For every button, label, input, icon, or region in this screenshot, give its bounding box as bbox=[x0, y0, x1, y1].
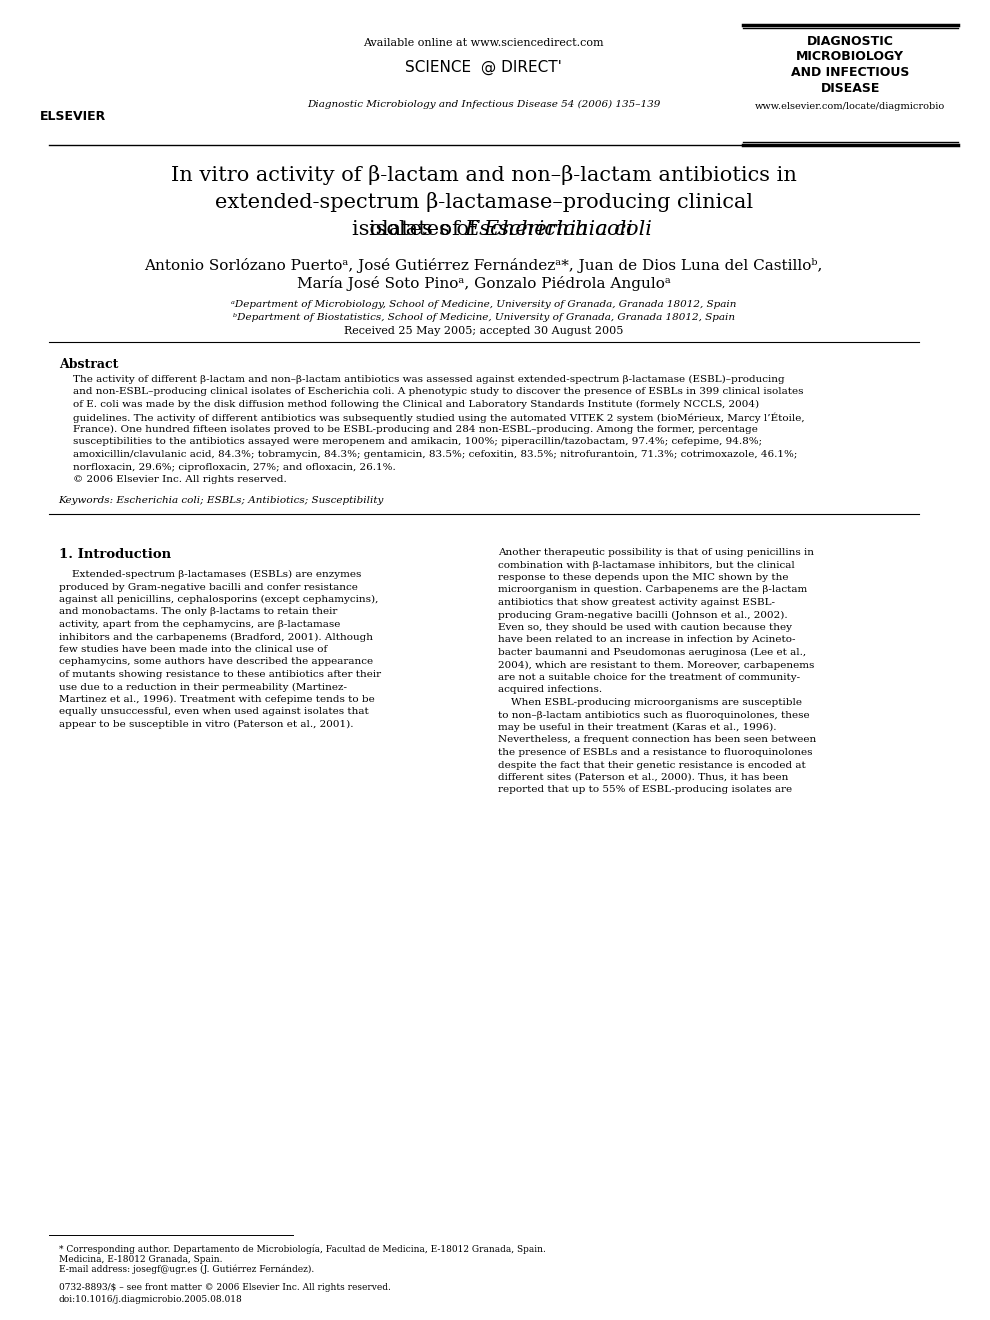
Text: Medicina, E-18012 Granada, Spain.: Medicina, E-18012 Granada, Spain. bbox=[58, 1255, 222, 1265]
Text: norfloxacin, 29.6%; ciprofloxacin, 27%; and ofloxacin, 26.1%.: norfloxacin, 29.6%; ciprofloxacin, 27%; … bbox=[73, 462, 396, 471]
Text: despite the fact that their genetic resistance is encoded at: despite the fact that their genetic resi… bbox=[498, 760, 806, 770]
Text: cephamycins, some authors have described the appearance: cephamycins, some authors have described… bbox=[58, 657, 373, 667]
Text: antibiotics that show greatest activity against ESBL-: antibiotics that show greatest activity … bbox=[498, 598, 775, 607]
Text: ᵃDepartment of Microbiology, School of Medicine, University of Granada, Granada : ᵃDepartment of Microbiology, School of M… bbox=[231, 300, 737, 309]
Text: and monobactams. The only β-lactams to retain their: and monobactams. The only β-lactams to r… bbox=[58, 607, 337, 616]
Text: Abstract: Abstract bbox=[58, 358, 118, 371]
Text: the presence of ESBLs and a resistance to fluoroquinolones: the presence of ESBLs and a resistance t… bbox=[498, 748, 813, 756]
Text: different sites (Paterson et al., 2000). Thus, it has been: different sites (Paterson et al., 2000).… bbox=[498, 774, 789, 781]
Text: María José Soto Pinoᵃ, Gonzalo Piédrola Anguloᵃ: María José Soto Pinoᵃ, Gonzalo Piédrola … bbox=[297, 276, 670, 290]
Text: combination with β-lactamase inhibitors, but the clinical: combination with β-lactamase inhibitors,… bbox=[498, 561, 795, 569]
Text: appear to be susceptible in vitro (Paterson et al., 2001).: appear to be susceptible in vitro (Pater… bbox=[58, 719, 353, 729]
Text: are not a suitable choice for the treatment of community-: are not a suitable choice for the treatm… bbox=[498, 673, 801, 682]
Text: ᵇDepartment of Biostatistics, School of Medicine, University of Granada, Granada: ᵇDepartment of Biostatistics, School of … bbox=[233, 313, 735, 322]
Text: DIAGNOSTIC: DIAGNOSTIC bbox=[807, 36, 894, 48]
Text: Even so, they should be used with caution because they: Even so, they should be used with cautio… bbox=[498, 623, 792, 632]
Text: producing Gram-negative bacilli (Johnson et al., 2002).: producing Gram-negative bacilli (Johnson… bbox=[498, 610, 788, 619]
Text: Received 25 May 2005; accepted 30 August 2005: Received 25 May 2005; accepted 30 August… bbox=[345, 326, 624, 337]
Text: © 2006 Elsevier Inc. All rights reserved.: © 2006 Elsevier Inc. All rights reserved… bbox=[73, 475, 287, 484]
Text: France). One hundred fifteen isolates proved to be ESBL-producing and 284 non-ES: France). One hundred fifteen isolates pr… bbox=[73, 425, 758, 434]
Text: to non–β-lactam antibiotics such as fluoroquinolones, these: to non–β-lactam antibiotics such as fluo… bbox=[498, 710, 810, 719]
Text: 1. Introduction: 1. Introduction bbox=[58, 548, 170, 561]
Text: When ESBL-producing microorganisms are susceptible: When ESBL-producing microorganisms are s… bbox=[498, 698, 803, 708]
Text: Extended-spectrum β-lactamases (ESBLs) are enzymes: Extended-spectrum β-lactamases (ESBLs) a… bbox=[58, 570, 361, 579]
Text: microorganism in question. Carbapenems are the β-lactam: microorganism in question. Carbapenems a… bbox=[498, 586, 808, 594]
Text: equally unsuccessful, even when used against isolates that: equally unsuccessful, even when used aga… bbox=[58, 708, 368, 717]
Text: Diagnostic Microbiology and Infectious Disease 54 (2006) 135–139: Diagnostic Microbiology and Infectious D… bbox=[307, 100, 660, 110]
Text: bacter baumanni and Pseudomonas aeruginosa (Lee et al.,: bacter baumanni and Pseudomonas aerugino… bbox=[498, 648, 807, 657]
Text: SCIENCE  @ DIRECT': SCIENCE @ DIRECT' bbox=[405, 59, 562, 75]
Text: isolates of: isolates of bbox=[351, 220, 466, 239]
Text: E-mail address: josegf@ugr.es (J. Gutiérrez Fernández).: E-mail address: josegf@ugr.es (J. Gutiér… bbox=[58, 1265, 314, 1275]
Text: Keywords: Escherichia coli; ESBLs; Antibiotics; Susceptibility: Keywords: Escherichia coli; ESBLs; Antib… bbox=[58, 496, 384, 506]
Text: few studies have been made into the clinical use of: few studies have been made into the clin… bbox=[58, 645, 327, 653]
Text: use due to a reduction in their permeability (Martinez-: use due to a reduction in their permeabi… bbox=[58, 682, 346, 692]
Text: amoxicillin/clavulanic acid, 84.3%; tobramycin, 84.3%; gentamicin, 83.5%; cefoxi: amoxicillin/clavulanic acid, 84.3%; tobr… bbox=[73, 450, 798, 459]
Text: may be useful in their treatment (Karas et al., 1996).: may be useful in their treatment (Karas … bbox=[498, 723, 777, 733]
Text: Available online at www.sciencedirect.com: Available online at www.sciencedirect.co… bbox=[363, 38, 604, 48]
Text: Escherichia coli: Escherichia coli bbox=[464, 220, 633, 239]
Text: ​Escherichia coli: ​Escherichia coli bbox=[484, 220, 652, 239]
Text: AND INFECTIOUS: AND INFECTIOUS bbox=[791, 66, 910, 79]
Text: of mutants showing resistance to these antibiotics after their: of mutants showing resistance to these a… bbox=[58, 671, 381, 678]
Text: Nevertheless, a frequent connection has been seen between: Nevertheless, a frequent connection has … bbox=[498, 735, 817, 744]
Text: inhibitors and the carbapenems (Bradford, 2001). Although: inhibitors and the carbapenems (Bradford… bbox=[58, 632, 372, 642]
Text: MICROBIOLOGY: MICROBIOLOGY bbox=[796, 50, 904, 63]
Text: against all penicillins, cephalosporins (except cephamycins),: against all penicillins, cephalosporins … bbox=[58, 595, 378, 605]
Text: and non-ESBL–producing clinical isolates of Escherichia coli. A phenotypic study: and non-ESBL–producing clinical isolates… bbox=[73, 388, 804, 396]
Text: 0732-8893/$ – see front matter © 2006 Elsevier Inc. All rights reserved.: 0732-8893/$ – see front matter © 2006 El… bbox=[58, 1283, 390, 1292]
Text: guidelines. The activity of different antibiotics was subsequently studied using: guidelines. The activity of different an… bbox=[73, 412, 805, 422]
Text: of E. coli was made by the disk diffusion method following the Clinical and Labo: of E. coli was made by the disk diffusio… bbox=[73, 400, 759, 409]
Text: In vitro activity of β-lactam and non–β-lactam antibiotics in: In vitro activity of β-lactam and non–β-… bbox=[171, 165, 797, 185]
Text: Another therapeutic possibility is that of using penicillins in: Another therapeutic possibility is that … bbox=[498, 548, 815, 557]
Text: DISEASE: DISEASE bbox=[821, 82, 880, 95]
Text: acquired infections.: acquired infections. bbox=[498, 685, 603, 694]
Text: produced by Gram-negative bacilli and confer resistance: produced by Gram-negative bacilli and co… bbox=[58, 582, 357, 591]
Text: ELSEVIER: ELSEVIER bbox=[41, 110, 106, 123]
Text: Martinez et al., 1996). Treatment with cefepime tends to be: Martinez et al., 1996). Treatment with c… bbox=[58, 696, 374, 704]
Text: reported that up to 55% of ESBL-producing isolates are: reported that up to 55% of ESBL-producin… bbox=[498, 785, 793, 795]
Text: extended-spectrum β-lactamase–producing clinical: extended-spectrum β-lactamase–producing … bbox=[215, 191, 752, 213]
Text: 2004), which are resistant to them. Moreover, carbapenems: 2004), which are resistant to them. More… bbox=[498, 660, 815, 669]
Text: have been related to an increase in infection by Acineto-: have been related to an increase in infe… bbox=[498, 635, 796, 644]
Text: isolates of: isolates of bbox=[369, 220, 484, 239]
Text: doi:10.1016/j.diagmicrobio.2005.08.018: doi:10.1016/j.diagmicrobio.2005.08.018 bbox=[58, 1295, 243, 1304]
Text: response to these depends upon the MIC shown by the: response to these depends upon the MIC s… bbox=[498, 573, 789, 582]
Text: activity, apart from the cephamycins, are β-lactamase: activity, apart from the cephamycins, ar… bbox=[58, 620, 340, 630]
Text: Antonio Sorlózano Puertoᵃ, José Gutiérrez Fernándezᵃ*, Juan de Dios Luna del Cas: Antonio Sorlózano Puertoᵃ, José Gutiérre… bbox=[145, 257, 823, 273]
Text: www.elsevier.com/locate/diagmicrobio: www.elsevier.com/locate/diagmicrobio bbox=[755, 102, 945, 111]
Text: * Corresponding author. Departamento de Microbiología, Facultad de Medicina, E-1: * Corresponding author. Departamento de … bbox=[58, 1245, 545, 1254]
Text: susceptibilities to the antibiotics assayed were meropenem and amikacin, 100%; p: susceptibilities to the antibiotics assa… bbox=[73, 437, 762, 446]
Text: The activity of different β-lactam and non–β-lactam antibiotics was assessed aga: The activity of different β-lactam and n… bbox=[73, 375, 785, 384]
